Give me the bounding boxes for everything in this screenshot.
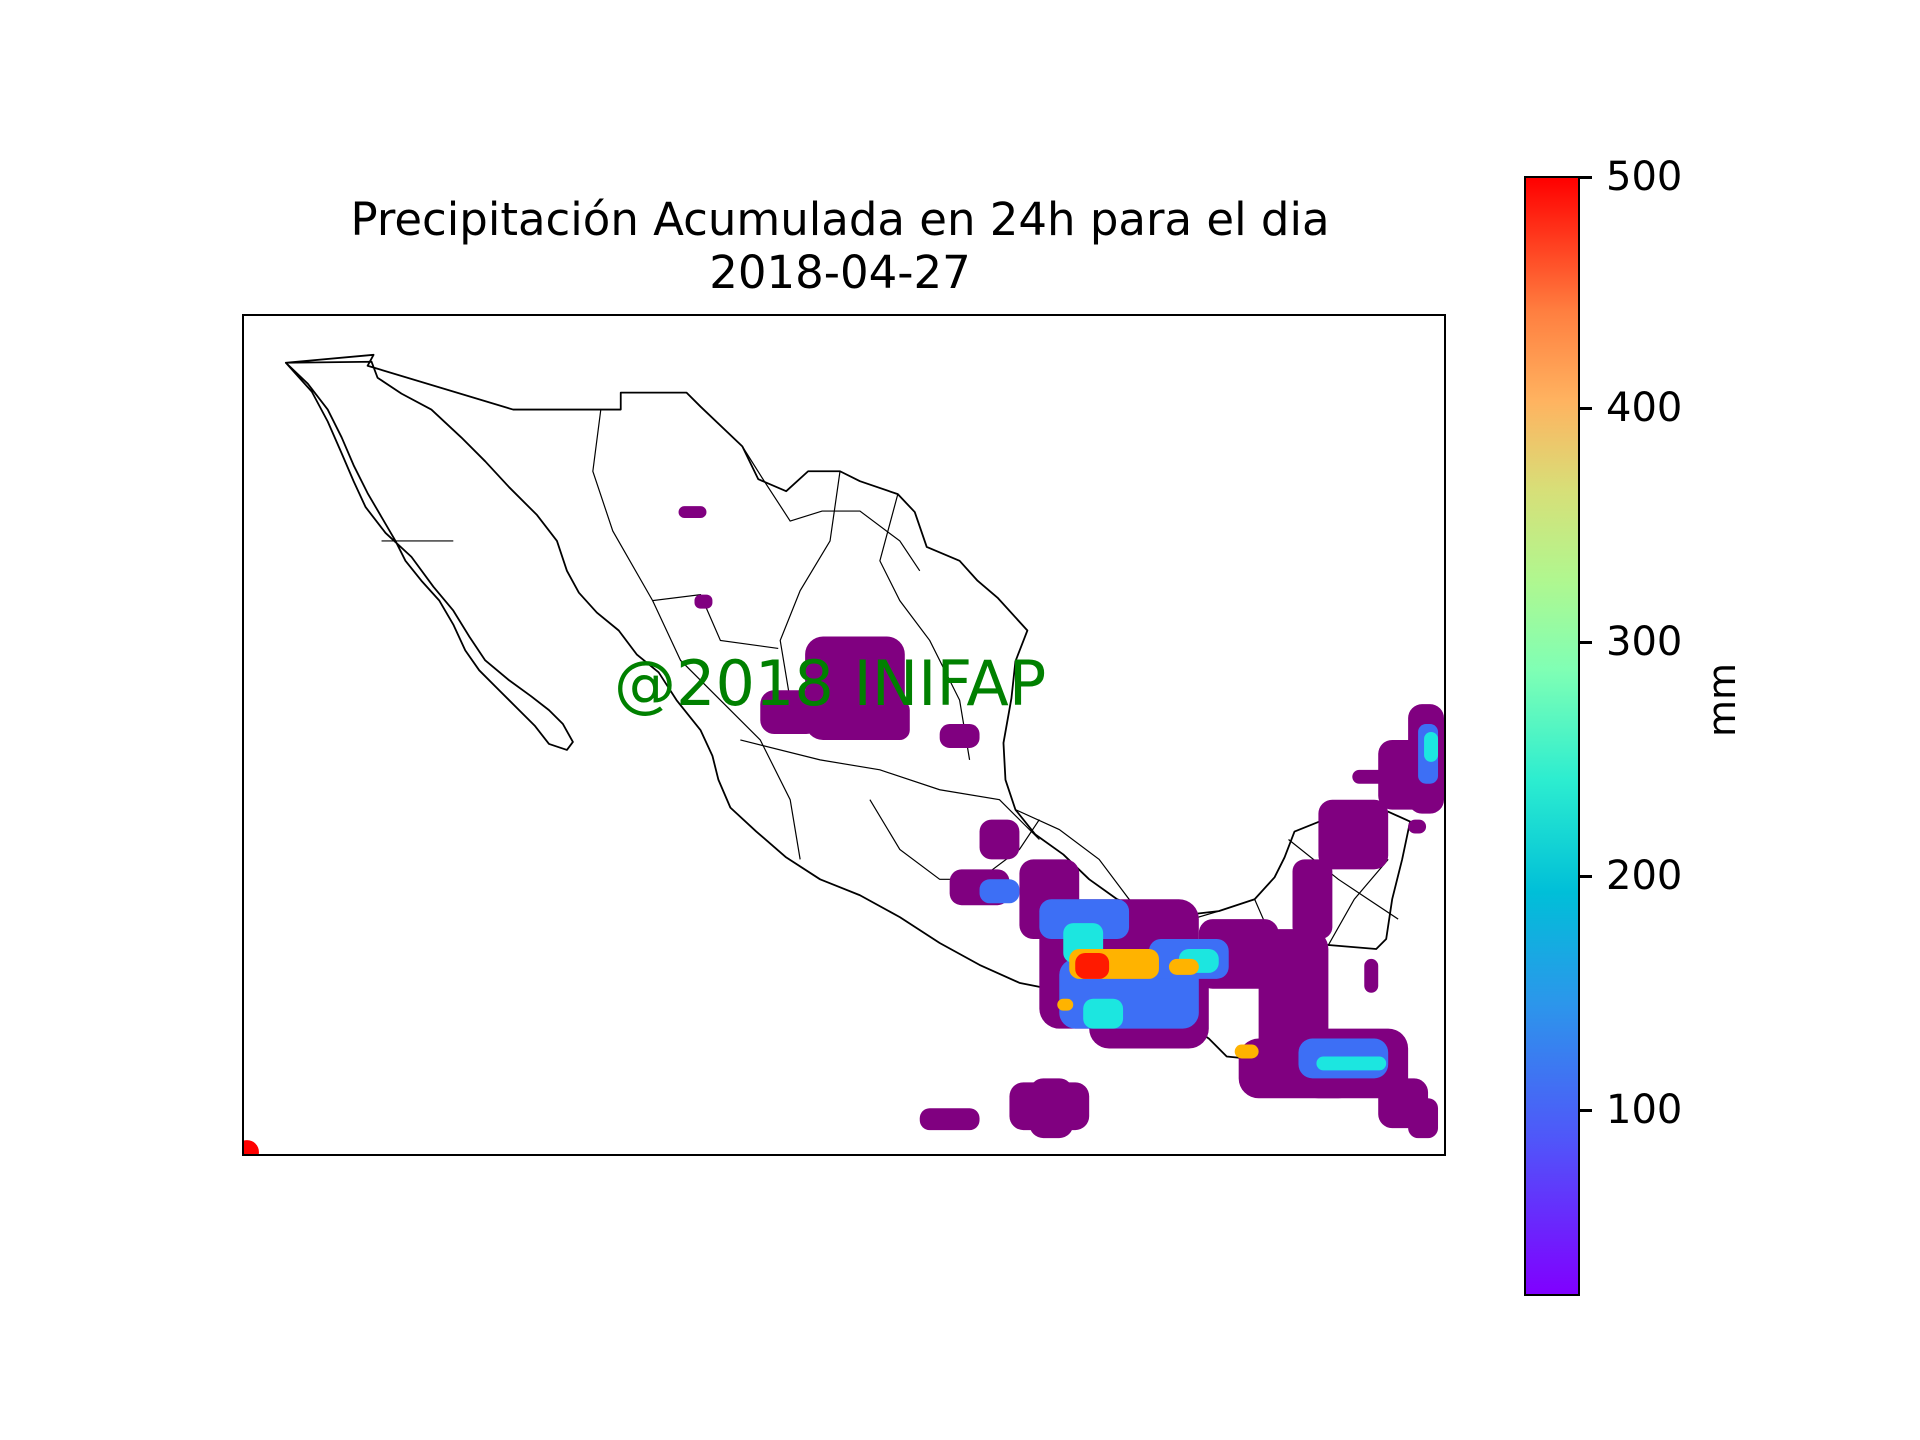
colorbar-tick bbox=[1580, 875, 1592, 878]
colorbar-tick-label: 100 bbox=[1606, 1087, 1683, 1133]
rain-cells-peak bbox=[1057, 948, 1259, 1059]
colorbar-tick-label: 400 bbox=[1606, 385, 1683, 431]
watermark: @2018 INIFAP bbox=[614, 647, 1047, 720]
colorbar-tick bbox=[1580, 641, 1592, 644]
map-panel[interactable] bbox=[242, 314, 1446, 1156]
colorbar-tick-label: 500 bbox=[1606, 154, 1683, 200]
colorbar bbox=[1524, 176, 1580, 1296]
colorbar-tick bbox=[1580, 176, 1592, 179]
chart-date: 2018-04-27 bbox=[709, 246, 971, 299]
colorbar-tick-label: 300 bbox=[1606, 619, 1683, 665]
colorbar-tick bbox=[1580, 1109, 1592, 1112]
corner-marker bbox=[244, 1140, 259, 1154]
colorbar-tick bbox=[1580, 407, 1592, 410]
colorbar-tick-label: 200 bbox=[1606, 853, 1683, 899]
chart-title: Precipitación Acumulada en 24h para el d… bbox=[350, 193, 1330, 246]
precipitation-map bbox=[244, 353, 1444, 1154]
country-outline bbox=[284, 353, 1412, 1060]
colorbar-unit-label: mm bbox=[1700, 662, 1744, 737]
